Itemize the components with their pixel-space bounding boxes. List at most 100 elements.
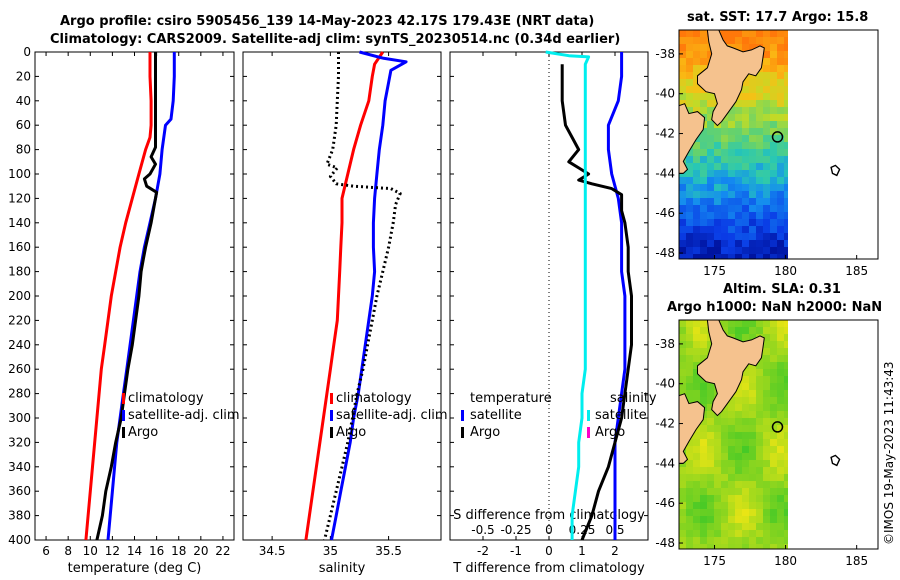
data-cell	[707, 135, 715, 143]
data-cell	[749, 495, 757, 503]
data-cell	[763, 467, 771, 475]
data-cell	[749, 177, 757, 185]
data-cell	[777, 376, 785, 384]
data-cell	[742, 86, 750, 94]
chatham-islands-outline	[830, 164, 841, 177]
data-cell	[763, 481, 771, 489]
data-cell	[700, 502, 708, 510]
data-cell	[742, 44, 750, 52]
data-cell	[777, 254, 785, 259]
data-cell	[735, 156, 743, 164]
data-cell	[756, 219, 764, 227]
data-cell	[714, 446, 722, 454]
panel-difference: -2 -1 0 1 2 T difference from climatology S di…	[449, 50, 657, 576]
data-cell	[728, 212, 736, 220]
data-cell	[763, 453, 771, 461]
data-cell	[707, 219, 715, 227]
data-cell	[742, 79, 750, 87]
data-cell	[679, 219, 687, 227]
data-cell	[707, 523, 715, 531]
data-cell	[749, 149, 757, 157]
y-tick-label: 160	[8, 240, 31, 254]
data-cell	[686, 198, 694, 206]
data-cell	[721, 212, 729, 220]
data-cell	[770, 142, 778, 150]
data-cell	[784, 142, 788, 150]
data-cell	[763, 72, 771, 80]
data-cell	[770, 474, 778, 482]
data-cell	[693, 474, 701, 482]
data-cell	[749, 156, 757, 164]
sla-map-title-line2: Argo h1000: NaN h2000: NaN	[667, 300, 883, 315]
data-cell	[728, 170, 736, 178]
data-cell	[714, 212, 722, 220]
data-cell	[742, 114, 750, 122]
data-cell	[770, 523, 778, 531]
data-cell	[742, 369, 750, 377]
data-cell	[777, 37, 785, 45]
data-cell	[686, 320, 694, 328]
data-cell	[686, 156, 694, 164]
data-cell	[686, 488, 694, 496]
data-cell	[679, 369, 687, 377]
data-cell	[707, 537, 715, 545]
data-cell	[686, 100, 694, 108]
data-cell	[763, 121, 771, 129]
data-cell	[721, 446, 729, 454]
data-cell	[721, 233, 729, 241]
data-cell	[756, 128, 764, 136]
data-cell	[777, 453, 785, 461]
data-cell	[763, 509, 771, 517]
legend-label: Argo	[470, 425, 500, 440]
data-cell	[749, 439, 757, 447]
data-cell	[763, 205, 771, 213]
legend-swatch	[587, 410, 590, 421]
data-cell	[742, 334, 750, 342]
data-cell	[777, 488, 785, 496]
data-cell	[735, 537, 743, 545]
data-cell	[707, 432, 715, 440]
data-cell	[770, 226, 778, 234]
data-cell	[777, 79, 785, 87]
data-cell	[777, 205, 785, 213]
data-cell	[707, 390, 715, 398]
data-cell	[770, 114, 778, 122]
data-cell	[770, 327, 778, 335]
data-cell	[686, 376, 694, 384]
data-cell	[721, 170, 729, 178]
data-cell	[693, 383, 701, 391]
data-cell	[777, 100, 785, 108]
legend-label: Argo	[595, 425, 625, 440]
data-cell	[721, 37, 729, 45]
data-cell	[749, 114, 757, 122]
data-cell	[756, 37, 764, 45]
data-cell	[784, 30, 788, 38]
data-cell	[784, 425, 788, 433]
data-cell	[777, 163, 785, 171]
legend-swatch	[122, 410, 125, 421]
data-cell	[742, 100, 750, 108]
data-cell	[721, 226, 729, 234]
data-cell	[700, 30, 708, 38]
data-cell	[700, 453, 708, 461]
data-cell	[749, 254, 757, 259]
y-tick-label: 400	[8, 533, 31, 547]
data-cell	[749, 425, 757, 433]
data-cell	[714, 226, 722, 234]
data-cell	[693, 142, 701, 150]
data-cell	[777, 65, 785, 73]
data-cell	[707, 198, 715, 206]
data-cell	[770, 247, 778, 255]
data-cell	[756, 177, 764, 185]
data-cell	[686, 383, 694, 391]
data-cell	[770, 460, 778, 468]
data-cell	[679, 65, 687, 73]
data-cell	[728, 530, 736, 538]
data-cell	[784, 86, 788, 94]
data-cell	[763, 149, 771, 157]
data-cell	[756, 233, 764, 241]
data-cell	[742, 320, 750, 328]
data-cell	[784, 93, 788, 101]
top-tick-label: -0.5	[471, 523, 494, 537]
data-cell	[749, 474, 757, 482]
